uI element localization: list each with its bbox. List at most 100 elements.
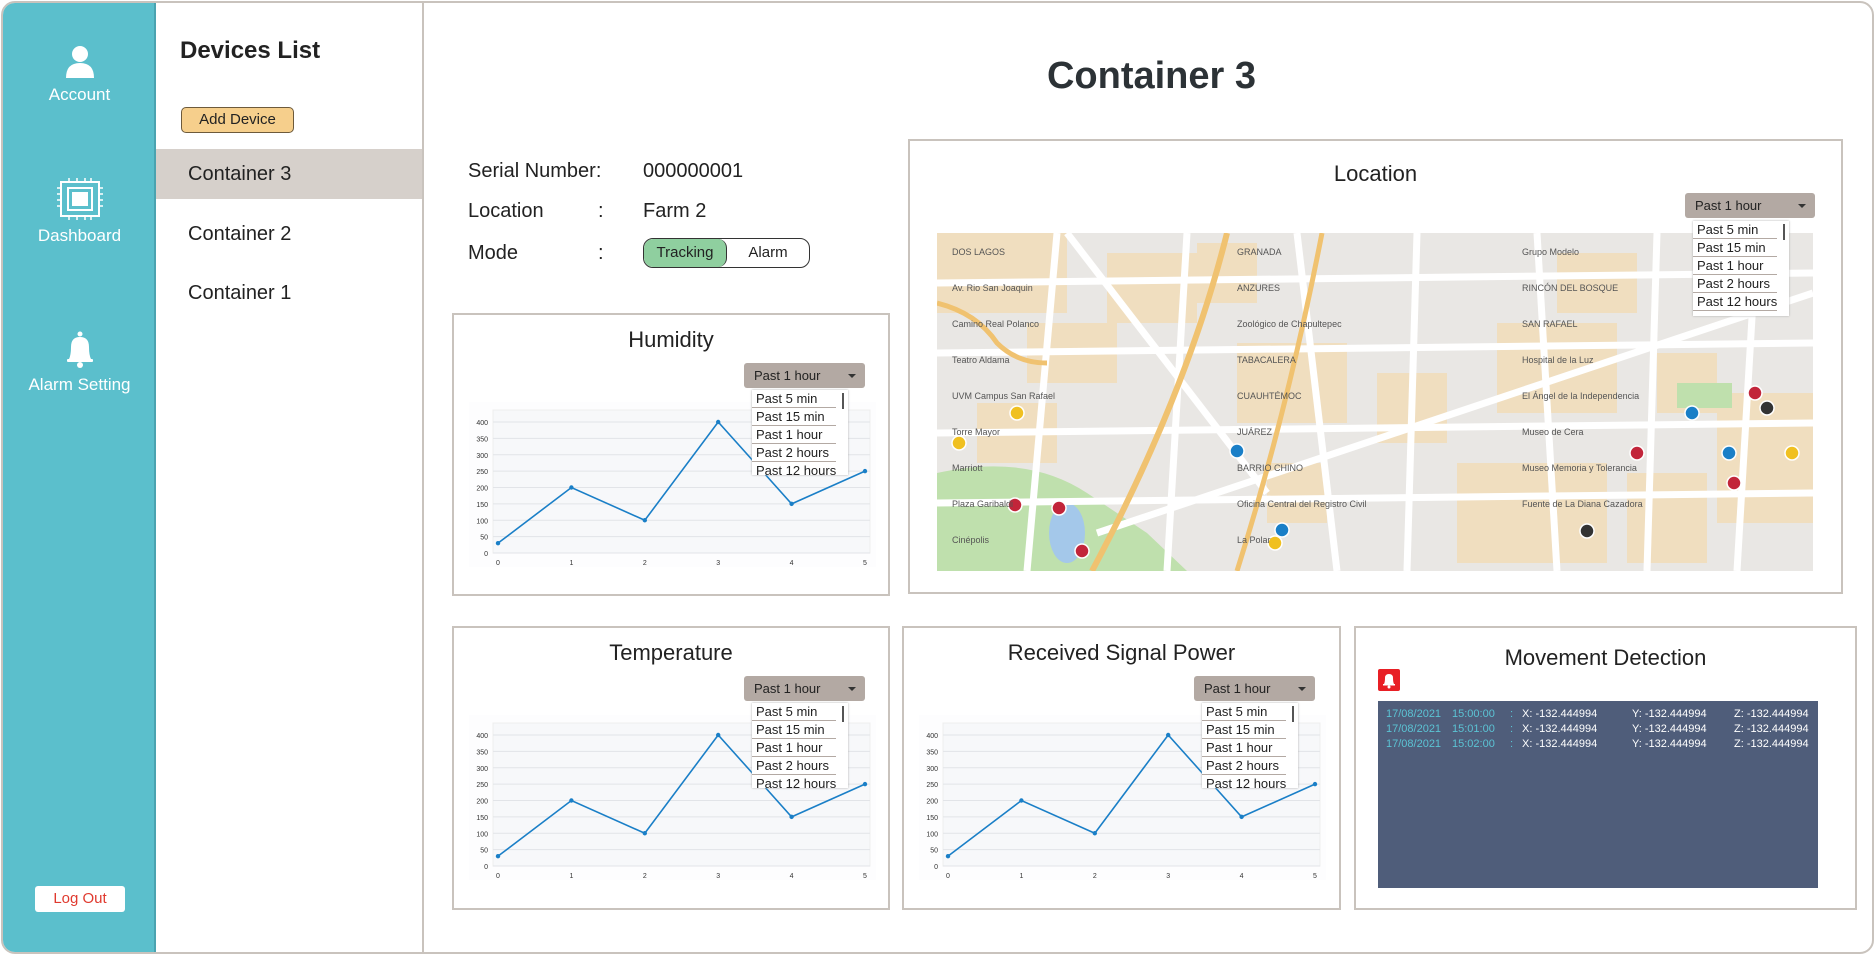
map-poi-marker[interactable]	[1274, 522, 1290, 538]
map-road	[937, 269, 1813, 287]
scrollbar[interactable]	[1783, 224, 1785, 240]
map-road	[1023, 233, 1061, 571]
data-point[interactable]	[495, 540, 501, 546]
map-poi-marker[interactable]	[1784, 445, 1800, 461]
alarm-bell-icon[interactable]	[1378, 669, 1400, 691]
mode-toggle: Tracking Alarm	[643, 238, 810, 268]
map-poi-marker[interactable]	[1267, 535, 1283, 551]
range-option[interactable]: Past 1 hour	[752, 739, 836, 757]
data-point[interactable]	[789, 501, 794, 507]
y-tick-label: 350	[476, 749, 488, 756]
data-point[interactable]	[1312, 781, 1318, 787]
range-option[interactable]: Past 2 hours	[752, 757, 836, 775]
data-point[interactable]	[642, 831, 647, 836]
map-label: SAN RAFAEL	[1522, 319, 1578, 329]
data-point[interactable]	[1239, 814, 1244, 820]
data-point[interactable]	[1092, 831, 1097, 836]
range-option[interactable]: Past 5 min	[1693, 221, 1777, 239]
map-poi-marker[interactable]	[951, 435, 967, 451]
range-option[interactable]: Past 5 min	[752, 703, 836, 721]
scrollbar[interactable]	[842, 706, 844, 722]
map-poi-marker[interactable]	[1579, 523, 1595, 539]
mode-alarm-button[interactable]: Alarm	[748, 244, 788, 261]
device-item-container-3[interactable]: Container 3	[156, 149, 422, 199]
range-option[interactable]: Past 15 min	[1693, 239, 1777, 257]
device-item-container-1[interactable]: Container 1	[188, 282, 292, 304]
data-point[interactable]	[1166, 732, 1171, 738]
x-tick-label: 2	[643, 873, 647, 880]
map-poi-marker[interactable]	[1747, 385, 1763, 401]
y-tick-label: 50	[480, 848, 488, 855]
map-poi-marker[interactable]	[1009, 405, 1025, 421]
range-option[interactable]: Past 15 min	[752, 721, 836, 739]
data-point[interactable]	[569, 485, 574, 490]
map-poi-marker[interactable]	[1721, 445, 1737, 461]
sidebar-item-account[interactable]: Account	[3, 45, 156, 105]
range-option[interactable]: Past 15 min	[752, 408, 836, 426]
range-option[interactable]: Past 5 min	[1202, 703, 1286, 721]
map-poi-marker[interactable]	[1051, 500, 1067, 516]
map-poi-marker[interactable]	[1229, 443, 1245, 459]
y-tick-label: 350	[476, 436, 488, 443]
scrollbar[interactable]	[1292, 706, 1294, 722]
data-point[interactable]	[789, 814, 794, 820]
location-label: Location	[468, 200, 544, 222]
data-point[interactable]	[495, 853, 501, 859]
device-item-container-2[interactable]: Container 2	[188, 223, 292, 245]
map-poi-marker[interactable]	[1074, 543, 1090, 559]
x-tick-label: 3	[716, 560, 720, 567]
range-option[interactable]: Past 12 hours	[1202, 775, 1286, 788]
data-point[interactable]	[716, 732, 721, 738]
data-point[interactable]	[945, 853, 951, 859]
range-option[interactable]: Past 1 hour	[1202, 739, 1286, 757]
range-option[interactable]: Past 12 hours	[752, 775, 836, 788]
x-tick-label: 3	[716, 873, 720, 880]
range-option[interactable]: Past 5 min	[752, 390, 836, 408]
range-option[interactable]: Past 1 hour	[1693, 257, 1777, 275]
range-option[interactable]: Past 15 min	[1202, 721, 1286, 739]
sidebar-item-alarm-setting[interactable]: Alarm Setting	[3, 331, 156, 395]
data-point[interactable]	[642, 518, 647, 523]
logout-button[interactable]: Log Out	[35, 886, 125, 912]
time-range-dropdown[interactable]: Past 1 hour	[744, 363, 865, 388]
movement-row: 17/08/2021 15:02:00: X: -132.444994 Y: -132…	[1378, 737, 1818, 752]
chart-title: Temperature	[609, 640, 733, 665]
map-poi-marker[interactable]	[1759, 400, 1775, 416]
range-option[interactable]: Past 1 hour	[752, 426, 836, 444]
range-option[interactable]: Past 12 hours	[752, 462, 836, 475]
map-label: Torre Mayor	[952, 427, 1000, 437]
y-tick-label: 100	[476, 518, 488, 525]
map-canvas[interactable]: DOS LAGOS GRANADA Grupo Modelo Av. Rio San …	[937, 233, 1813, 571]
location-range-dropdown[interactable]: Past 1 hour	[1685, 193, 1815, 218]
serial-value: 000000001	[643, 160, 744, 182]
data-point[interactable]	[862, 468, 868, 474]
map[interactable]: DOS LAGOS GRANADA Grupo Modelo Av. Rio San …	[937, 233, 1813, 571]
sidebar-item-dashboard[interactable]: Dashboard	[3, 178, 156, 246]
data-point[interactable]	[862, 781, 868, 787]
y-tick-label: 350	[926, 749, 938, 756]
series-line	[497, 420, 866, 544]
x-tick-label: 5	[863, 873, 867, 880]
x-tick-label: 0	[496, 873, 500, 880]
add-device-button[interactable]: Add Device	[181, 107, 294, 133]
map-block	[1197, 243, 1257, 303]
map-poi-marker[interactable]	[1684, 405, 1700, 421]
data-point[interactable]	[716, 419, 721, 425]
time-range-dropdown[interactable]: Past 1 hour	[1194, 676, 1315, 701]
movement-date: 17/08/2021	[1386, 708, 1442, 720]
map-poi-marker[interactable]	[1007, 497, 1023, 513]
mode-tracking-button[interactable]: Tracking	[644, 239, 727, 267]
data-point[interactable]	[569, 798, 574, 803]
range-option[interactable]: Past 2 hours	[1202, 757, 1286, 775]
map-poi-marker[interactable]	[1629, 445, 1645, 461]
movement-sep: :	[1510, 723, 1514, 735]
map-poi-marker[interactable]	[1726, 475, 1742, 491]
y-tick-label: 0	[484, 864, 488, 871]
data-point[interactable]	[1019, 798, 1024, 803]
range-option[interactable]: Past 2 hours	[752, 444, 836, 462]
sidebar-item-label: Dashboard	[37, 226, 122, 245]
range-option[interactable]: Past 2 hours	[1693, 275, 1777, 293]
time-range-dropdown[interactable]: Past 1 hour	[744, 676, 865, 701]
range-option[interactable]: Past 12 hours	[1693, 293, 1777, 311]
scrollbar[interactable]	[842, 393, 844, 409]
